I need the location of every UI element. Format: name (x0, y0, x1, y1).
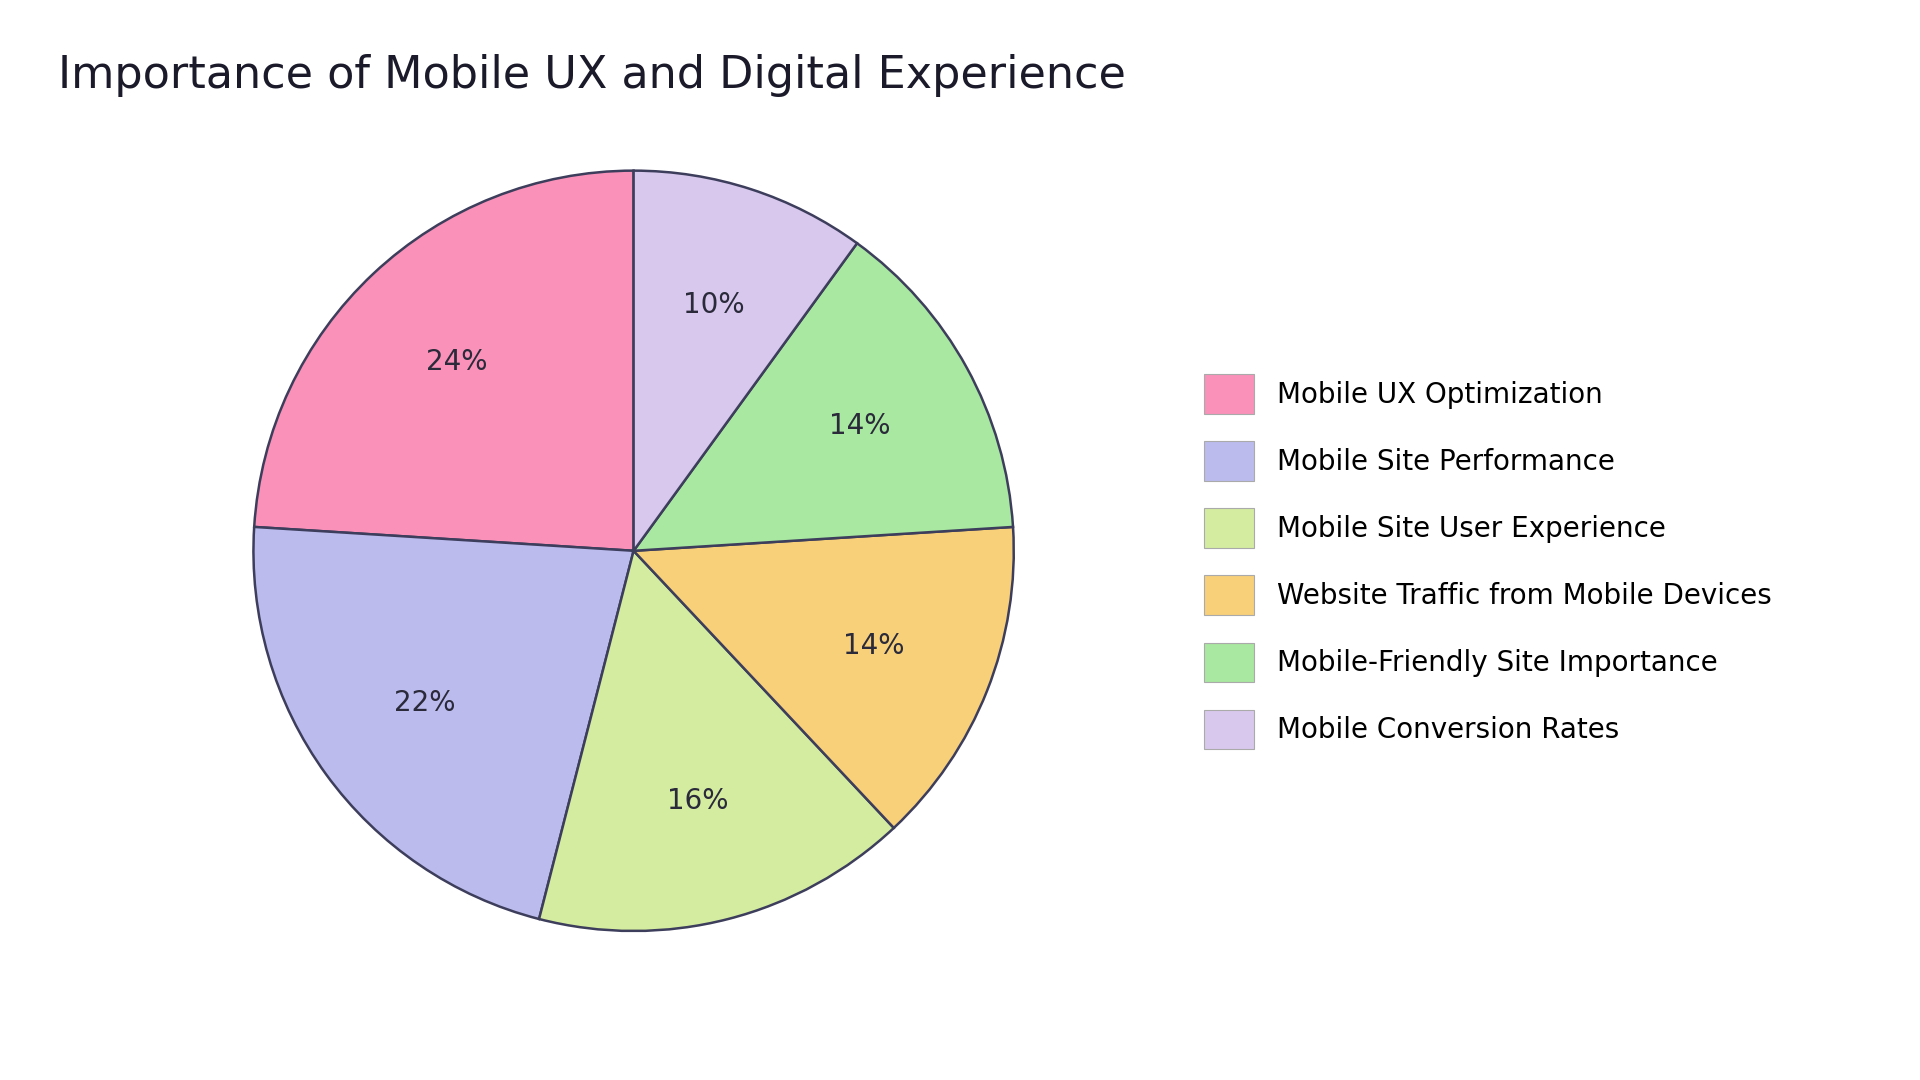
Wedge shape (634, 527, 1014, 828)
Text: 14%: 14% (829, 413, 891, 441)
Wedge shape (634, 171, 856, 551)
Text: 22%: 22% (394, 689, 455, 717)
Text: 14%: 14% (843, 632, 904, 660)
Wedge shape (634, 243, 1014, 551)
Text: 24%: 24% (426, 349, 488, 376)
Text: 16%: 16% (666, 787, 728, 815)
Wedge shape (253, 171, 634, 551)
Wedge shape (253, 527, 634, 919)
Wedge shape (540, 551, 895, 931)
Text: 10%: 10% (684, 291, 745, 319)
Legend: Mobile UX Optimization, Mobile Site Performance, Mobile Site User Experience, We: Mobile UX Optimization, Mobile Site Perf… (1204, 375, 1772, 748)
Text: Importance of Mobile UX and Digital Experience: Importance of Mobile UX and Digital Expe… (58, 54, 1125, 97)
